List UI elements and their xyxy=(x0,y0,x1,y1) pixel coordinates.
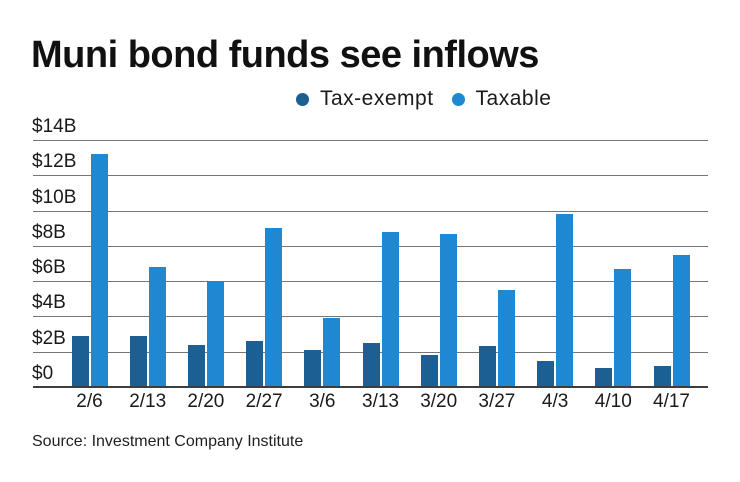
y-axis-tick-label: $10B xyxy=(32,186,77,208)
bar-taxable xyxy=(439,233,457,387)
bar-taxable xyxy=(148,267,166,387)
bar-taxable xyxy=(381,231,399,387)
source-note: Source: Investment Company Institute xyxy=(32,433,304,450)
x-axis-tick-label: 3/20 xyxy=(420,391,458,412)
x-axis-tick-label: 2/27 xyxy=(245,391,283,412)
bar-tax-exempt xyxy=(653,365,671,387)
y-axis-tick-label: $14B xyxy=(32,116,77,137)
x-axis-tick-label: 4/3 xyxy=(541,391,569,412)
legend: Tax-exempt Taxable xyxy=(296,87,551,111)
gridline xyxy=(33,175,708,177)
y-axis-tick-label: $0 xyxy=(32,363,54,384)
y-axis-tick-label: $2B xyxy=(32,327,66,349)
x-axis-tick-label: 3/6 xyxy=(309,391,336,412)
gridline xyxy=(33,316,708,318)
bar-taxable xyxy=(556,214,574,387)
bar-taxable xyxy=(265,228,283,387)
bar-tax-exempt xyxy=(362,342,380,387)
bar-tax-exempt xyxy=(420,355,438,387)
bar-taxable xyxy=(672,254,690,387)
bar-tax-exempt xyxy=(304,349,322,387)
x-axis-tick-label: 2/13 xyxy=(129,391,167,412)
bar-taxable xyxy=(90,154,108,387)
legend-swatch-icon xyxy=(451,92,465,106)
bar-tax-exempt xyxy=(595,367,613,387)
x-axis-tick-label: 3/13 xyxy=(362,391,399,412)
gridline xyxy=(33,245,708,247)
y-axis-tick-label: $8B xyxy=(32,221,66,243)
chart-title: Muni bond funds see inflows xyxy=(31,34,539,76)
bar-taxable xyxy=(614,268,632,387)
y-axis-tick-label: $12B xyxy=(32,151,77,173)
bar-taxable xyxy=(206,281,224,387)
bar-tax-exempt xyxy=(71,335,89,387)
legend-swatch-icon xyxy=(296,92,309,106)
x-axis-tick-label: 3/27 xyxy=(478,391,516,412)
bar-tax-exempt xyxy=(537,360,555,387)
x-axis-tick-label: 4/10 xyxy=(594,391,632,412)
legend-item-tax-exempt: Tax-exempt xyxy=(296,87,434,111)
gridline xyxy=(33,140,708,141)
x-axis-tick-label: 2/6 xyxy=(76,391,103,412)
bar-tax-exempt xyxy=(246,341,264,387)
x-axis-line xyxy=(33,386,708,388)
y-axis-tick-label: $4B xyxy=(32,292,66,314)
x-axis-tick-label: 4/17 xyxy=(653,391,690,412)
bar-tax-exempt xyxy=(478,346,496,387)
legend-label: Taxable xyxy=(475,87,552,110)
gridline xyxy=(33,281,708,283)
legend-label: Tax-exempt xyxy=(320,87,434,110)
bar-tax-exempt xyxy=(187,344,205,387)
legend-item-taxable: Taxable xyxy=(451,87,552,111)
gridline xyxy=(33,210,708,212)
y-axis-tick-label: $6B xyxy=(32,257,66,279)
bar-taxable xyxy=(323,318,341,387)
x-axis-tick-label: 2/20 xyxy=(187,391,225,412)
bar-tax-exempt xyxy=(129,335,147,387)
bar-taxable xyxy=(497,290,515,387)
